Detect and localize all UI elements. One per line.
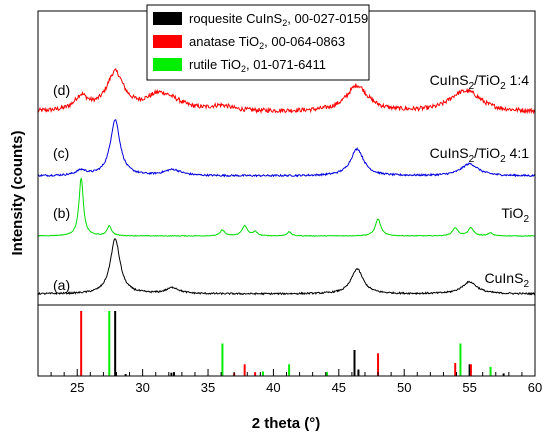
sample-name: TiO2 bbox=[501, 205, 529, 225]
diffraction-trace bbox=[37, 119, 536, 178]
legend-swatch bbox=[153, 12, 182, 25]
diffraction-trace bbox=[37, 67, 536, 115]
x-tick-label: 35 bbox=[201, 380, 215, 395]
sample-name: CuInS2/TiO2 4:1 bbox=[430, 145, 530, 165]
sample-name: CuInS2/TiO2 1:4 bbox=[430, 72, 530, 92]
legend-entry: roquesite CuInS2, 00-027-0159 bbox=[189, 11, 368, 28]
sample-letter: (c) bbox=[53, 145, 69, 161]
legend-box bbox=[146, 4, 370, 81]
x-axis: 25 30 35 40 45 50 55 60 bbox=[50, 369, 542, 395]
legend-entry: anatase TiO2, 00-064-0863 bbox=[189, 34, 345, 51]
x-axis-title: 2 theta (°) bbox=[252, 415, 321, 432]
sample-letter: (d) bbox=[53, 82, 70, 98]
x-tick-label: 60 bbox=[528, 380, 542, 395]
legend-swatch bbox=[153, 35, 182, 48]
legend-swatch bbox=[153, 58, 182, 71]
reference-pattern-panel bbox=[38, 304, 535, 376]
sample-name: CuInS2 bbox=[485, 270, 530, 290]
x-tick-label: 25 bbox=[70, 380, 84, 395]
y-axis-title: Intensity (counts) bbox=[9, 130, 26, 255]
sample-labels: (d) CuInS2/TiO2 1:4 (c) CuInS2/TiO2 4:1 (b) T… bbox=[53, 72, 529, 293]
legend-entry: rutile TiO2, 01-071-6411 bbox=[189, 57, 326, 74]
legend: roquesite CuInS2, 00-027-0159 anatase TiO… bbox=[146, 4, 370, 81]
diffraction-trace bbox=[37, 238, 536, 296]
diffraction-trace bbox=[37, 177, 536, 237]
x-tick-label: 50 bbox=[397, 380, 411, 395]
sample-letter: (b) bbox=[53, 205, 70, 221]
sample-letter: (a) bbox=[53, 277, 70, 293]
diffraction-traces bbox=[37, 67, 536, 296]
x-tick-label: 30 bbox=[135, 380, 149, 395]
x-tick-label: 55 bbox=[462, 380, 476, 395]
x-tick-label: 45 bbox=[332, 380, 346, 395]
x-tick-label: 40 bbox=[266, 380, 280, 395]
